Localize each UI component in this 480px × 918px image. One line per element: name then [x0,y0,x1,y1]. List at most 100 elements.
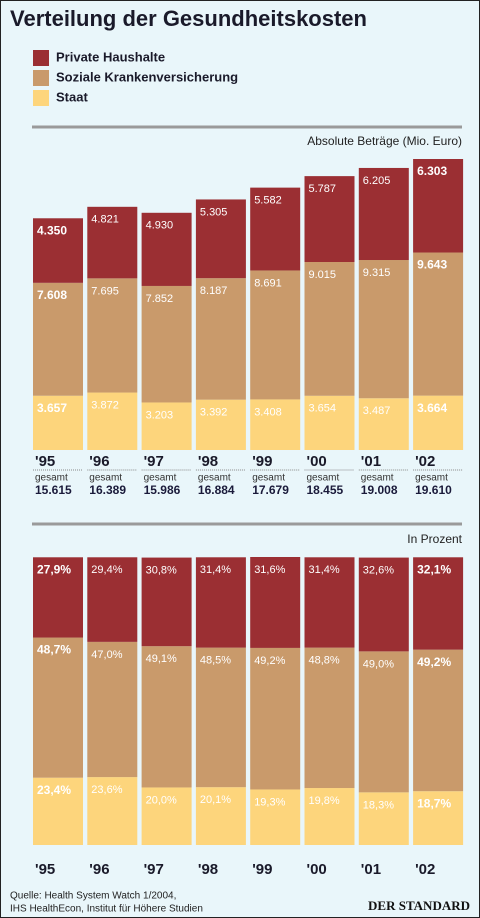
value-label: 31,4% [309,564,340,576]
legend-label: Soziale Krankenversicherung [56,69,238,84]
total-label: 15.986 [144,483,181,497]
total-label: 15.615 [35,483,72,497]
bar-segment [304,395,355,450]
value-label: 8.691 [254,277,282,289]
value-label: 23,4% [37,783,71,797]
bar-segment [250,187,301,271]
total-label: 19.008 [361,483,398,497]
source: Quelle: Health System Watch 1/2004, [10,891,176,902]
x-tick-label: '00 [307,861,327,878]
total-caption: gesamt [198,473,231,484]
bar-segment [87,206,138,279]
bar-segment [304,557,355,648]
x-tick-label: '99 [252,453,272,470]
value-label: 48,7% [37,643,71,657]
x-tick-label: '00 [307,453,327,470]
value-label: 32,1% [417,562,451,576]
bar-segment [250,270,301,400]
value-label: 3.657 [37,401,67,415]
value-label: 48,5% [200,655,231,667]
bar-segment [33,777,83,845]
value-label: 9.015 [309,269,337,281]
value-label: 49,2% [417,655,451,669]
x-tick-label: '02 [415,861,435,878]
x-tick-label: '01 [361,861,381,878]
bar-segment [358,260,409,399]
value-label: 4.821 [91,214,119,226]
total-label: 17.679 [252,483,289,497]
value-label: 49,1% [146,653,177,665]
total-caption: gesamt [89,473,122,484]
bar-segment [250,399,301,450]
bar-segment [250,789,301,845]
legend-label: Staat [56,89,88,104]
bar-segment [195,278,246,400]
total-label: 18.455 [307,483,344,497]
bar-segment [413,557,464,650]
bar-segment [195,199,246,279]
value-label: 5.305 [200,206,228,218]
bar-segment [87,392,138,450]
bar-segment [250,557,301,648]
subtitle: In Prozent [407,532,462,546]
bar-segment [195,399,246,450]
bar-segment [141,402,192,450]
value-label: 27,9% [37,562,71,576]
bar-segment [33,218,83,283]
bar-segment [358,398,409,450]
total-caption: gesamt [361,473,394,484]
legend-swatch [33,70,49,86]
publisher: DER STANDARD [368,898,470,913]
bar-segment [141,285,192,403]
value-label: 4.350 [37,223,67,237]
value-label: 3.408 [254,406,282,418]
total-caption: gesamt [415,473,448,484]
value-label: 8.187 [200,285,228,297]
bar-segment [33,637,83,778]
value-label: 3.872 [91,399,119,411]
bar-segment [413,649,464,792]
x-tick-label: '95 [35,453,55,470]
value-label: 32,6% [363,564,394,576]
bar-segment [304,647,355,789]
bar-segment [250,647,301,790]
value-label: 29,4% [91,564,122,576]
total-caption: gesamt [35,473,68,484]
total-label: 16.884 [198,483,235,497]
subtitle: Absolute Beträge (Mio. Euro) [307,134,462,148]
bar-segment [87,557,138,642]
source: IHS HealthEcon, Institut für Höhere Stud… [10,904,203,915]
chart-title: Verteilung der Gesundheitskosten [10,6,367,31]
x-tick-label: '97 [144,861,164,878]
value-label: 3.487 [363,405,391,417]
value-label: 4.930 [146,220,174,232]
bar-segment [195,647,246,788]
x-tick-label: '99 [252,861,272,878]
value-label: 3.654 [309,403,337,415]
value-label: 18,3% [363,799,394,811]
value-label: 5.582 [254,195,282,207]
bar-segment [87,278,138,393]
x-tick-label: '02 [415,453,435,470]
total-label: 19.610 [415,483,452,497]
value-label: 30,8% [146,564,177,576]
value-label: 3.392 [200,407,228,419]
value-label: 3.203 [146,409,174,421]
bar-segment [413,159,464,253]
value-label: 20,0% [146,794,177,806]
value-label: 23,6% [91,784,122,796]
value-label: 7.695 [91,285,119,297]
total-caption: gesamt [252,473,285,484]
total-label: 16.389 [89,483,126,497]
bar-segment [413,791,464,845]
x-tick-label: '01 [361,453,381,470]
bar-segment [87,641,138,778]
total-caption: gesamt [307,473,340,484]
bar-segment [358,557,409,652]
value-label: 31,6% [254,564,285,576]
bar-segment [33,282,83,396]
bar-segment [33,395,83,450]
legend-label: Private Haushalte [56,49,165,64]
x-tick-label: '95 [35,861,55,878]
